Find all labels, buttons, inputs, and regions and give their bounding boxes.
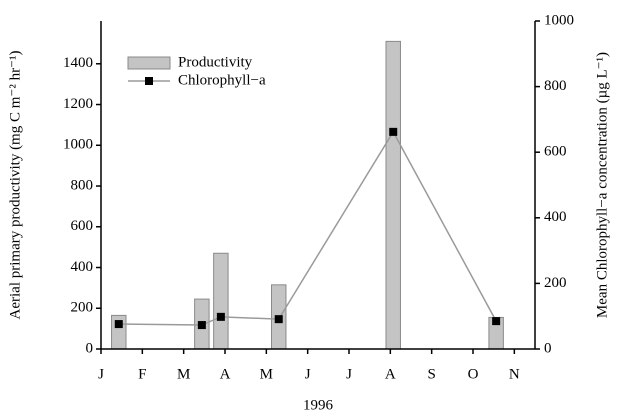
y-tick-label: 1400 (63, 55, 93, 71)
y2-tick-label: 600 (544, 144, 567, 160)
y-tick-label: 800 (71, 177, 94, 193)
marker (274, 315, 283, 324)
legend-swatch (127, 56, 171, 70)
y2-tick-label: 400 (544, 209, 567, 225)
x-tick-label: S (427, 366, 435, 382)
marker (114, 320, 123, 329)
y2-tick-label: 1000 (544, 12, 574, 28)
y-tick-label: 400 (71, 259, 94, 275)
y2-tick-label: 0 (544, 340, 552, 356)
x-tick-label: J (305, 366, 311, 382)
x-tick-label: O (468, 366, 479, 382)
x-tick-label: F (138, 366, 146, 382)
marker (492, 317, 501, 326)
y-tick-label: 200 (71, 300, 94, 316)
x-tick-label: M (260, 366, 273, 382)
x-tick-label: J (98, 366, 104, 382)
y-tick-label: 1200 (63, 96, 93, 112)
y-tick-label: 600 (71, 218, 94, 234)
y-axis-label: Aerial primary productivity (mg C m⁻² hr… (7, 51, 23, 320)
x-axis-label: 1996 (303, 397, 334, 413)
marker (216, 312, 225, 321)
y2-tick-label: 800 (544, 78, 567, 94)
x-tick-label: M (177, 366, 190, 382)
marker (197, 321, 206, 330)
bar (213, 252, 229, 350)
y-tick-label: 0 (86, 340, 94, 356)
legend-label: Chlorophyll−a (178, 72, 266, 88)
x-tick-label: A (220, 366, 231, 382)
x-tick-label: N (509, 366, 520, 382)
x-tick-label: A (385, 366, 396, 382)
y-tick-label: 1000 (63, 137, 93, 153)
bar (385, 40, 401, 350)
legend-label: Productivity (178, 54, 253, 70)
legend-marker (145, 77, 153, 85)
marker (389, 127, 398, 136)
line (118, 130, 497, 326)
x-tick-label: J (346, 366, 352, 382)
y2-tick-label: 200 (544, 275, 567, 291)
y2-axis-label: Mean Chlorophyll−a concentration (µg L⁻¹… (594, 52, 610, 318)
